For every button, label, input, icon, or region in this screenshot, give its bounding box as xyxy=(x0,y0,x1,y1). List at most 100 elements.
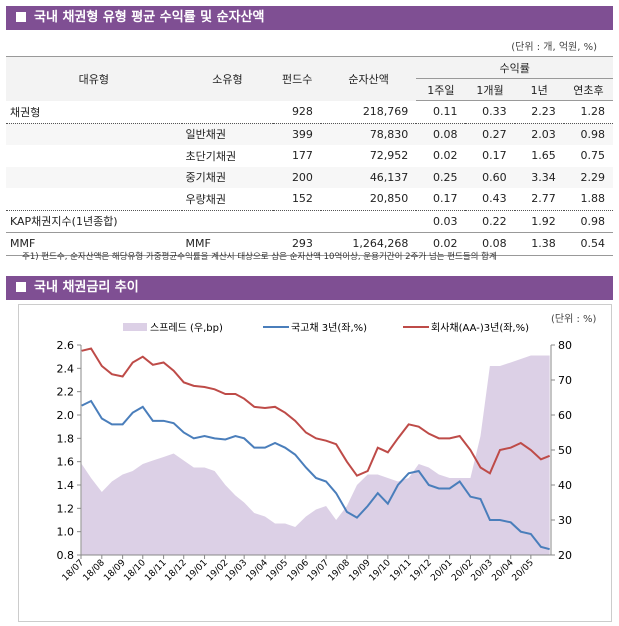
table-cell: 0.27 xyxy=(465,122,515,145)
table-cell: 0.17 xyxy=(482,149,507,163)
col-minor: 소유형 xyxy=(181,56,274,101)
table-cell xyxy=(273,209,321,233)
spread-area xyxy=(81,355,550,555)
table-cell xyxy=(181,209,274,233)
x-tick-label: 19/08 xyxy=(327,558,353,584)
table-cell: 0.75 xyxy=(580,149,606,163)
x-tick-label: 19/12 xyxy=(409,558,434,583)
table-cell: 0.33 xyxy=(482,105,507,119)
y-tick-label: 2.6 xyxy=(57,339,75,352)
table-unit: (단위 : 개, 억원, %) xyxy=(511,42,597,53)
corporate-aa-3y-line xyxy=(81,347,551,477)
y-tick-label: 0.8 xyxy=(57,549,75,562)
col-funds: 펀드수 xyxy=(273,56,321,101)
fund-returns-table: 대유형 소유형 펀드수 순자산액 수익률 1주일 1개월 1년 연초후 채권형 928 218,7… xyxy=(6,56,613,256)
y-tick-label: 1.6 xyxy=(57,456,75,469)
table-row: MMF MMF 293 1,264,268 0.02 0.08 1.38 0.54 xyxy=(6,232,613,256)
table-cell: 0.98 xyxy=(563,209,613,233)
x-tick-label: 18/12 xyxy=(163,558,188,583)
table-cell: 0.03 xyxy=(416,209,466,233)
table-cell: 0.17 xyxy=(432,192,458,206)
x-tick-label: 19/01 xyxy=(184,558,209,583)
table-cell: KAP채권지수(1년종합) xyxy=(6,209,182,233)
legend-label: 국고채 3년(좌,%) xyxy=(291,322,367,334)
x-tick-label: 20/03 xyxy=(470,558,495,583)
x-tick-label: 20/01 xyxy=(429,558,454,583)
table-cell: MMF xyxy=(6,232,182,256)
x-tick-label: 18/11 xyxy=(143,558,168,583)
col-1w: 1주일 xyxy=(416,78,466,101)
table-cell: 0.22 xyxy=(465,209,515,233)
table-cell: 72,952 xyxy=(369,149,409,163)
x-tick-label: 20/04 xyxy=(490,558,516,584)
x-tick-label: 19/07 xyxy=(306,558,331,583)
table-cell: 46,137 xyxy=(320,166,417,188)
table-cell: 1.65 xyxy=(531,149,556,163)
table-cell: 152 xyxy=(291,192,313,206)
x-tick-label: 19/09 xyxy=(347,558,373,584)
table-row: KAP채권지수(1년종합) 0.03 0.22 1.92 0.98 xyxy=(6,209,613,233)
legend-label: 회사채(AA-)3년(좌,%) xyxy=(431,322,529,334)
y-tick-label-right: 20 xyxy=(558,549,572,562)
table-cell: 우량채권 xyxy=(185,192,227,206)
table-cell: 293 xyxy=(273,232,321,256)
table-cell: 0.08 xyxy=(416,122,466,145)
y-tick-label: 1.8 xyxy=(57,432,75,445)
y-tick-label-right: 40 xyxy=(558,479,572,492)
y-tick-label: 1.4 xyxy=(57,479,75,492)
table-row: 중기채권 200 46,137 0.25 0.60 3.34 2.29 xyxy=(6,166,613,188)
table-cell: 200 xyxy=(273,166,321,188)
col-major: 대유형 xyxy=(6,56,182,101)
x-tick-label: 18/09 xyxy=(102,558,128,584)
table-cell xyxy=(6,122,182,145)
col-assets: 순자산액 xyxy=(320,56,417,101)
y-tick-label-right: 50 xyxy=(558,444,572,457)
table-cell: 177 xyxy=(291,149,313,163)
square-bullet-icon xyxy=(16,12,26,22)
table-row: 우량채권 152 20,850 0.17 0.43 2.77 1.88 xyxy=(6,188,613,210)
table-cell: 0.25 xyxy=(416,166,466,188)
y-tick-label-right: 80 xyxy=(558,339,572,352)
chart-unit: (단위 : %) xyxy=(551,314,597,325)
table-row: 채권형 928 218,769 0.11 0.33 2.23 1.28 xyxy=(6,101,613,124)
col-ytd: 연초후 xyxy=(563,78,613,101)
section-title-bar: 국내 채권금리 추이 xyxy=(6,276,613,300)
table-cell: 0.98 xyxy=(563,122,613,145)
table-cell xyxy=(182,101,274,124)
table-cell: 1.88 xyxy=(580,192,606,206)
y-tick-label-right: 70 xyxy=(558,374,572,387)
y-tick-label-right: 60 xyxy=(558,409,572,422)
x-tick-label: 19/11 xyxy=(388,558,413,583)
table-cell xyxy=(6,145,182,167)
x-tick-label: 18/10 xyxy=(122,558,148,584)
table-cell: 3.34 xyxy=(514,166,564,188)
treasury-3y-line xyxy=(81,399,550,551)
table-cell: 0.11 xyxy=(432,105,458,119)
x-tick-label: 19/05 xyxy=(265,558,290,583)
y-tick-label: 2.0 xyxy=(57,409,75,422)
table-cell: 1.28 xyxy=(580,105,606,119)
footnote: 주1) 펀드수, 순자산액은 해당유형 가중평균수익률을 계산시 대상으로 삼은… xyxy=(22,252,497,262)
table-cell: 1,264,268 xyxy=(320,232,417,256)
legend-swatch-spread xyxy=(123,323,147,331)
table-cell: 0.02 xyxy=(432,149,458,163)
table-cell: 2.03 xyxy=(514,122,564,145)
x-tick-label: 19/06 xyxy=(286,558,312,584)
col-1m: 1개월 xyxy=(465,78,515,101)
x-tick-label: 19/03 xyxy=(224,558,249,583)
y-tick-label: 1.0 xyxy=(57,526,75,539)
section-title: 국내 채권금리 추이 xyxy=(34,280,139,295)
table-cell: 218,769 xyxy=(362,105,409,118)
table-cell: 0.02 xyxy=(416,232,466,256)
table-cell: 2.29 xyxy=(563,166,613,188)
table-cell: 초단기채권 xyxy=(185,149,237,163)
table-row: 일반채권 399 78,830 0.08 0.27 2.03 0.98 xyxy=(6,122,613,145)
table-cell: 928 xyxy=(291,105,313,118)
x-tick-label: 19/10 xyxy=(368,558,394,584)
col-1y: 1년 xyxy=(514,78,564,101)
table-cell xyxy=(6,166,182,188)
y-tick-label-right: 30 xyxy=(558,514,572,527)
table-cell: 0.43 xyxy=(482,192,507,206)
table-cell: 2.23 xyxy=(531,105,556,119)
table-cell xyxy=(320,209,417,233)
